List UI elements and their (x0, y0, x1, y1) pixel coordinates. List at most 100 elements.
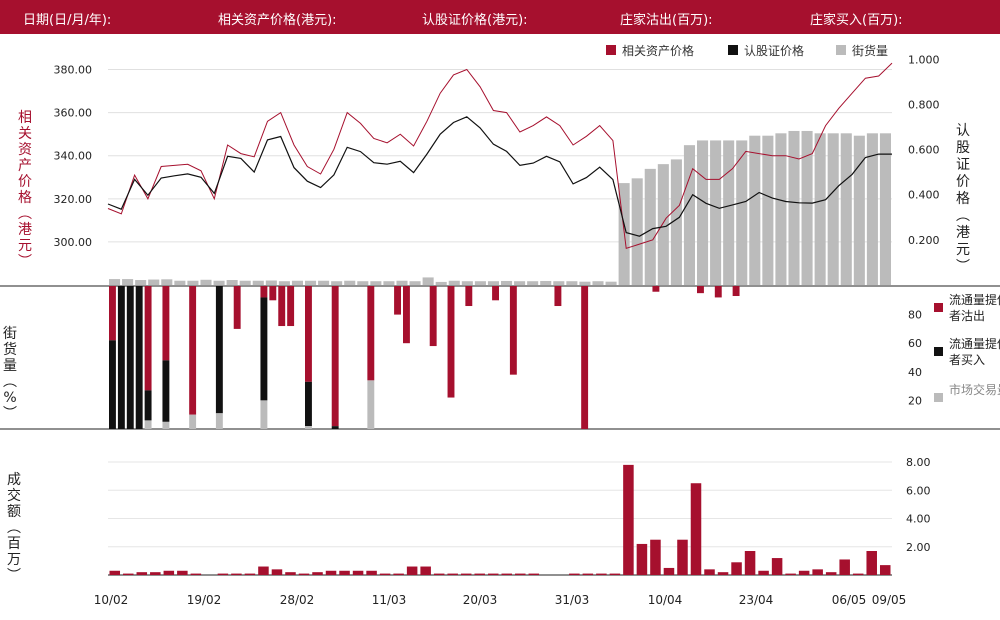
turnover-bar (150, 572, 161, 575)
turnover-bar (109, 570, 121, 575)
header-date-label: 日期(日/月/年): (23, 13, 112, 28)
turnover-bar (123, 573, 134, 575)
mid-legend-label: 流通量提供 (949, 336, 1000, 351)
oi-bar (487, 281, 499, 285)
header-warrant-label: 认股证价格(港元): (422, 13, 528, 28)
oi-bar (697, 140, 709, 285)
header-bar: 日期(日/月/年): 相关资产价格(港元): 认股证价格(港元): 庄家沽出(百… (0, 0, 1000, 34)
turnover-bar (812, 569, 823, 575)
y-right-tick-label: 0.200 (908, 234, 940, 247)
sell-bar (429, 286, 437, 347)
turnover-bar (528, 573, 540, 575)
sell-bar (394, 286, 401, 315)
turnover-bar (731, 562, 742, 575)
mid-legend-label: 者买入 (949, 353, 985, 367)
market-bar (367, 380, 375, 429)
sell-bar (109, 286, 116, 341)
turnover-bar (771, 558, 783, 575)
sell-bar (554, 286, 562, 307)
mid-y-axis-label-char: ︵ (3, 374, 17, 390)
y-right-axis-label-char: 价 (956, 174, 970, 190)
oi-bar (318, 280, 330, 285)
header-underlying-label: 相关资产价格(港元): (218, 13, 337, 28)
turnover-bar (596, 573, 607, 575)
turnover-bar (433, 573, 445, 575)
market-bar (162, 421, 170, 429)
oi-bar (827, 133, 839, 285)
mid-legend-swatch (934, 347, 943, 356)
buy-bar (260, 297, 268, 401)
buy-bar (331, 426, 339, 429)
oi-bar (135, 280, 147, 285)
oi-bar (409, 281, 421, 285)
x-tick-label: 31/03 (555, 593, 590, 607)
turnover-bar (339, 570, 350, 575)
turnover-bar (690, 483, 702, 575)
sell-bar (278, 286, 286, 327)
mid-legend-label: 者沽出 (949, 309, 985, 323)
turnover-bar (650, 539, 661, 575)
turnover-bar (879, 565, 891, 575)
y-left-tick-label: 380.00 (54, 64, 93, 77)
oi-bar (239, 280, 251, 285)
bottom-y-axis-label-char: 交 (7, 487, 21, 504)
oi-bar (226, 280, 238, 285)
oi-bar (435, 281, 447, 285)
oi-bar (592, 281, 604, 285)
turnover-bar (825, 572, 837, 575)
oi-bar (501, 280, 513, 285)
oi-bar (657, 164, 669, 285)
y-left-tick-label: 320.00 (54, 193, 93, 206)
sell-bar (714, 286, 722, 298)
turnover-bar (501, 573, 513, 575)
bottom-y-axis-label-char: 百 (7, 536, 21, 552)
y-right-tick-label: 0.800 (908, 98, 940, 111)
y-left-axis-label-char: 价 (18, 174, 32, 190)
turnover-bar (623, 464, 634, 575)
sell-bar (652, 286, 660, 292)
oi-bar (866, 133, 878, 285)
buy-bar (305, 381, 312, 427)
turnover-bar (758, 570, 769, 575)
oi-bar (109, 279, 121, 285)
turnover-bar (285, 572, 296, 575)
header-mm-buy-label: 庄家买入(百万): (810, 13, 903, 28)
legend-swatch (836, 45, 846, 55)
sell-bar (367, 286, 375, 381)
legend-label: 街货量 (852, 43, 888, 58)
oi-bar (775, 133, 787, 285)
market-bar (305, 426, 312, 429)
buy-bar (109, 340, 116, 429)
turnover-bar (420, 566, 431, 575)
turnover-bar (379, 573, 391, 575)
turnover-bar (258, 566, 269, 575)
legend-label: 认股证价格 (744, 43, 804, 58)
sell-bar (581, 286, 589, 429)
turnover-bar (785, 573, 796, 575)
turnover-bar (839, 559, 850, 575)
y-left-axis-label-char: 港 (18, 222, 32, 238)
turnover-bar (177, 570, 188, 575)
underlying-price-line (107, 62, 893, 250)
oi-bar (736, 140, 748, 285)
sell-bar (260, 286, 268, 298)
mid-y-axis-label-char: ︶ (3, 406, 17, 422)
turnover-bar (447, 573, 458, 575)
oi-bar (252, 280, 264, 285)
y-left-tick-label: 360.00 (54, 107, 93, 120)
buy-bar (144, 390, 152, 421)
turnover-bar (515, 573, 526, 575)
turnover-bar (569, 573, 580, 575)
turnover-bar (217, 573, 229, 575)
turnover-bar (717, 572, 729, 575)
turnover-bar (609, 573, 621, 575)
oi-bar (200, 279, 212, 285)
oi-bar (187, 280, 199, 285)
buy-bar (135, 286, 143, 429)
x-tick-label: 23/04 (739, 593, 774, 607)
oi-bar (357, 281, 369, 285)
oi-bar (879, 133, 891, 285)
oi-bar (396, 280, 408, 285)
sell-bar (233, 286, 241, 329)
mid-y-axis-label-char: % (3, 390, 16, 406)
